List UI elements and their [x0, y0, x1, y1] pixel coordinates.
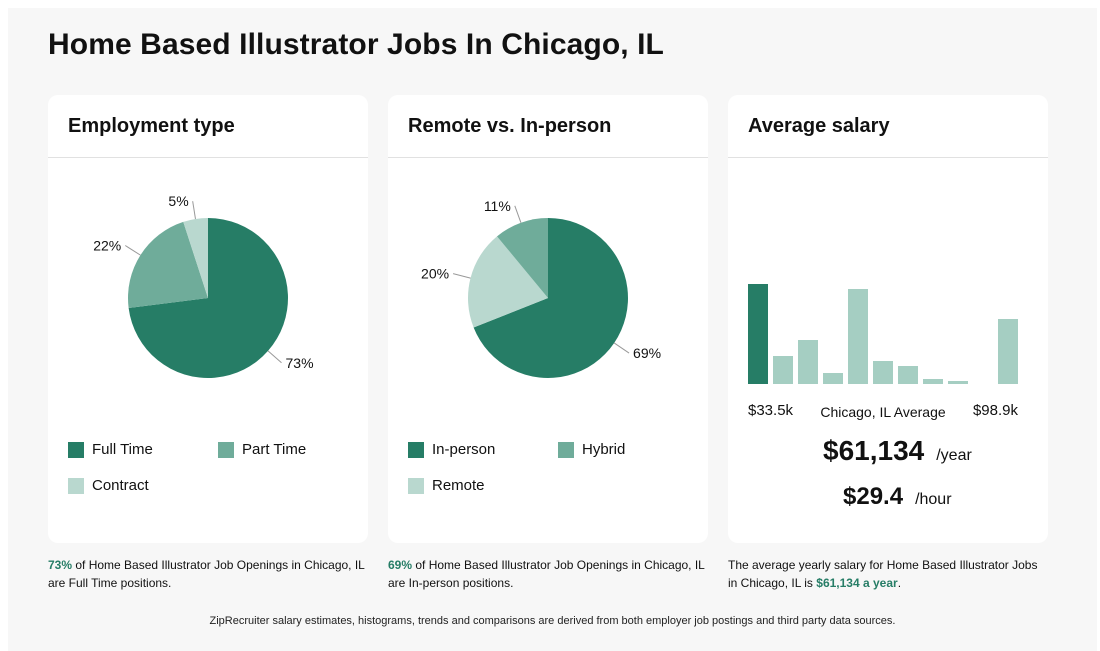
remote-pct-label: 69% — [633, 345, 661, 361]
employment-slice-contract — [183, 218, 208, 298]
legend-swatch — [558, 441, 574, 458]
remote-caption-pct: 69% — [388, 558, 413, 572]
legend-full-time: Full Time — [68, 441, 153, 458]
legend-swatch — [408, 477, 424, 494]
legend-contract: Contract — [68, 477, 149, 494]
employment-leader-line — [124, 245, 141, 256]
employment-pct-label: 5% — [168, 193, 188, 209]
employment-type-title: Employment type — [68, 115, 235, 137]
employment-pct-label: 22% — [93, 237, 121, 253]
yearly-salary-unit: /year — [936, 447, 972, 464]
legend-swatch — [218, 441, 234, 458]
page-title: Home Based Illustrator Jobs In Chicago, … — [48, 28, 664, 61]
yearly-salary-value: $61,134 — [823, 435, 925, 466]
remote-title: Remote vs. In-person — [408, 115, 612, 137]
footer-note: ZipRecruiter salary estimates, histogram… — [209, 615, 896, 627]
remote-pie-chart: 69% 20% 11% — [421, 198, 661, 378]
remote-caption: 69% of Home Based Illustrator Job Openin… — [388, 556, 713, 592]
remote-pct-label: 20% — [421, 266, 449, 282]
hourly-salary-unit: /hour — [915, 491, 952, 508]
legend-label: In-person — [432, 441, 496, 458]
legend-part-time: Part Time — [218, 441, 306, 458]
average-salary-title: Average salary — [748, 115, 890, 137]
card-divider — [728, 157, 1048, 158]
salary-caption-value: $61,134 a year — [816, 576, 898, 590]
hourly-salary-value: $29.4 — [843, 483, 904, 510]
salary-bar-8 — [948, 381, 968, 384]
remote-slice-remote — [468, 236, 548, 328]
salary-bar-10 — [998, 319, 1018, 384]
salary-histogram — [748, 284, 1018, 384]
remote-card: Remote vs. In-person 69% 20% 11% In-person… — [388, 95, 708, 543]
legend-remote: Remote — [408, 477, 485, 494]
employment-leader-line — [192, 201, 196, 220]
salary-bar-6 — [898, 366, 918, 384]
remote-pct-label: 11% — [484, 198, 511, 214]
employment-slice-full-time — [128, 218, 288, 378]
legend-label: Full Time — [92, 441, 153, 458]
salary-max-label: $98.9k — [972, 402, 1018, 419]
remote-slice-hybrid — [497, 218, 548, 298]
remote-slice-in-person — [473, 218, 628, 378]
salary-caption: The average yearly salary for Home Based… — [728, 556, 1048, 592]
salary-caption-end: . — [897, 576, 902, 590]
employment-slice-part-time — [128, 221, 208, 309]
employment-caption: 73% of Home Based Illustrator Job Openin… — [48, 556, 373, 592]
remote-leader-line — [613, 342, 630, 354]
salary-bar-5 — [873, 361, 893, 384]
legend-hybrid: Hybrid — [558, 441, 625, 458]
card-divider — [388, 157, 708, 158]
page-frame: Home Based Illustrator Jobs In Chicago, … — [8, 8, 1097, 651]
salary-bar-3 — [823, 373, 843, 384]
employment-type-card: Employment type 73% 22% 5% Full Time Part … — [48, 95, 368, 543]
salary-caption-text: The average yearly salary for Home Based… — [728, 558, 1038, 590]
legend-label: Part Time — [242, 441, 307, 458]
salary-bar-1 — [773, 356, 793, 384]
salary-bar-7 — [923, 379, 943, 384]
employment-pie-chart: 73% 22% 5% — [93, 193, 314, 378]
legend-in-person: In-person — [408, 441, 495, 458]
legend-swatch — [68, 441, 84, 458]
salary-min-label: $33.5k — [748, 402, 794, 419]
legend-label: Hybrid — [582, 441, 626, 458]
legend-swatch — [68, 477, 84, 494]
legend-label: Remote — [432, 477, 485, 494]
employment-caption-pct: 73% — [48, 558, 73, 572]
remote-leader-line — [452, 273, 471, 279]
employment-caption-text: of Home Based Illustrator Job Openings i… — [48, 558, 365, 590]
legend-label: Contract — [92, 477, 149, 494]
remote-caption-text: of Home Based Illustrator Job Openings i… — [388, 558, 705, 590]
yearly-salary: $61,134 /year — [823, 435, 972, 467]
salary-average-label: Chicago, IL Average — [820, 404, 946, 420]
employment-leader-line — [267, 350, 282, 364]
remote-leader-line — [514, 205, 522, 223]
card-divider — [48, 157, 368, 158]
salary-bar-4 — [848, 289, 868, 384]
employment-pct-label: 73% — [286, 355, 314, 371]
salary-bar-0 — [748, 284, 768, 384]
salary-bar-2 — [798, 340, 818, 384]
average-salary-card: Average salary $33.5k Chicago, IL Averag… — [728, 95, 1048, 543]
hourly-salary: $29.4 /hour — [843, 483, 952, 511]
legend-swatch — [408, 441, 424, 458]
